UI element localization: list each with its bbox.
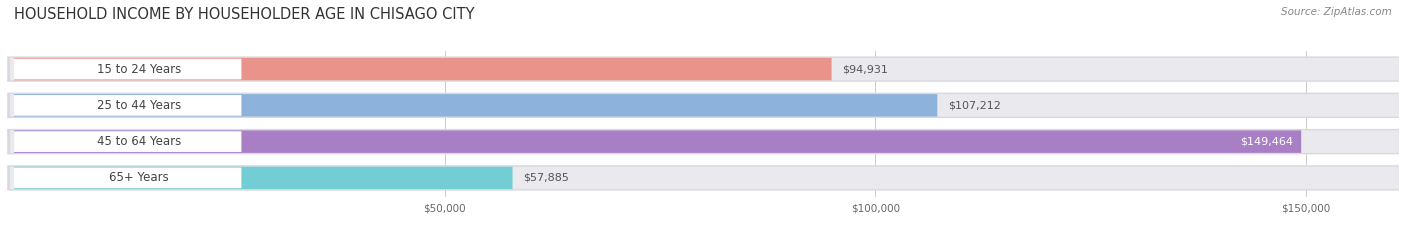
FancyBboxPatch shape <box>7 165 1399 191</box>
FancyBboxPatch shape <box>14 168 242 188</box>
Text: $94,931: $94,931 <box>842 64 889 74</box>
Text: 15 to 24 Years: 15 to 24 Years <box>97 63 181 75</box>
FancyBboxPatch shape <box>14 131 242 152</box>
FancyBboxPatch shape <box>10 167 1399 189</box>
FancyBboxPatch shape <box>14 95 242 116</box>
Text: Source: ZipAtlas.com: Source: ZipAtlas.com <box>1281 7 1392 17</box>
FancyBboxPatch shape <box>7 93 1399 118</box>
Text: 45 to 64 Years: 45 to 64 Years <box>97 135 181 148</box>
FancyBboxPatch shape <box>14 58 831 80</box>
Text: 25 to 44 Years: 25 to 44 Years <box>97 99 181 112</box>
FancyBboxPatch shape <box>7 129 1399 154</box>
Text: $149,464: $149,464 <box>1240 137 1294 147</box>
FancyBboxPatch shape <box>10 58 1399 80</box>
Text: $57,885: $57,885 <box>523 173 569 183</box>
FancyBboxPatch shape <box>14 59 242 79</box>
FancyBboxPatch shape <box>14 94 938 116</box>
FancyBboxPatch shape <box>7 56 1399 82</box>
FancyBboxPatch shape <box>14 167 513 189</box>
FancyBboxPatch shape <box>14 130 1301 153</box>
Text: 65+ Years: 65+ Years <box>110 171 169 184</box>
FancyBboxPatch shape <box>10 94 1399 116</box>
Text: $107,212: $107,212 <box>949 100 1001 110</box>
FancyBboxPatch shape <box>10 130 1399 153</box>
Text: HOUSEHOLD INCOME BY HOUSEHOLDER AGE IN CHISAGO CITY: HOUSEHOLD INCOME BY HOUSEHOLDER AGE IN C… <box>14 7 475 22</box>
